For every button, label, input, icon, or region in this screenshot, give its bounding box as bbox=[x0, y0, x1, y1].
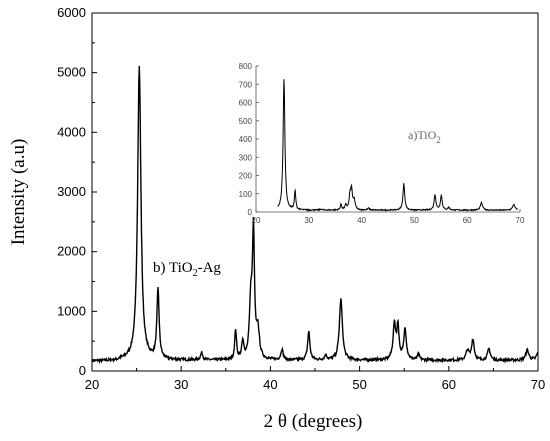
inset-y-tick-label: 400 bbox=[239, 135, 253, 144]
inset-y-tick-label: 300 bbox=[239, 153, 253, 162]
x-axis-title: 2 θ (degrees) bbox=[264, 411, 363, 432]
main-x-tick-label: 50 bbox=[352, 377, 366, 392]
inset-x-tick-label: 20 bbox=[252, 216, 261, 225]
inset-background bbox=[254, 64, 520, 212]
inset-x-tick-label: 60 bbox=[463, 216, 472, 225]
main-y-tick-label: 2000 bbox=[57, 244, 86, 259]
main-x-tick-label: 20 bbox=[85, 377, 99, 392]
inset-y-tick-label: 700 bbox=[239, 80, 253, 89]
inset-x-tick-label: 70 bbox=[516, 216, 525, 225]
inset-y-tick-label: 600 bbox=[239, 99, 253, 108]
main-series-line bbox=[91, 65, 539, 365]
y-axis-title: Intensity (a.u) bbox=[8, 139, 29, 246]
main-annotation: b) TiO2-Ag bbox=[153, 260, 221, 279]
inset-y-tick-label: 800 bbox=[239, 62, 253, 71]
main-x-tick-label: 70 bbox=[531, 377, 545, 392]
main-x-tick-label: 30 bbox=[174, 377, 188, 392]
inset-y-tick-label: 0 bbox=[248, 208, 253, 217]
inset-y-ticks: 0 100 200 300 400 500 600 700 800 bbox=[239, 62, 259, 217]
main-y-tick-label: 4000 bbox=[57, 124, 86, 139]
main-x-tick-label: 40 bbox=[263, 377, 277, 392]
inset-x-tick-label: 30 bbox=[304, 216, 313, 225]
main-y-tick-label: 5000 bbox=[57, 65, 86, 80]
inset-y-tick-label: 200 bbox=[239, 172, 253, 181]
main-y-tick-label: 0 bbox=[79, 363, 86, 378]
main-y-tick-label: 1000 bbox=[57, 303, 86, 318]
inset-x-tick-label: 40 bbox=[357, 216, 366, 225]
inset-series-line bbox=[277, 79, 518, 212]
main-x-tick-label: 60 bbox=[442, 377, 456, 392]
inset-y-tick-label: 100 bbox=[239, 190, 253, 199]
main-x-ticks: 20 30 40 50 60 70 bbox=[85, 366, 545, 392]
main-y-tick-label: 3000 bbox=[57, 184, 86, 199]
inset-annotation: a)TiO2 bbox=[408, 128, 441, 145]
inset-x-tick-label: 50 bbox=[410, 216, 419, 225]
inset-y-tick-label: 500 bbox=[239, 117, 253, 126]
main-y-ticks: 0 1000 2000 3000 4000 5000 6000 bbox=[57, 5, 97, 378]
main-y-tick-label: 6000 bbox=[57, 5, 86, 20]
